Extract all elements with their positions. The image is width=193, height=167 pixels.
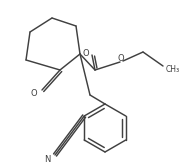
Text: O: O xyxy=(118,53,124,62)
Text: CH₃: CH₃ xyxy=(166,64,180,73)
Text: O: O xyxy=(31,89,37,98)
Text: N: N xyxy=(44,155,50,164)
Text: O: O xyxy=(83,48,89,57)
